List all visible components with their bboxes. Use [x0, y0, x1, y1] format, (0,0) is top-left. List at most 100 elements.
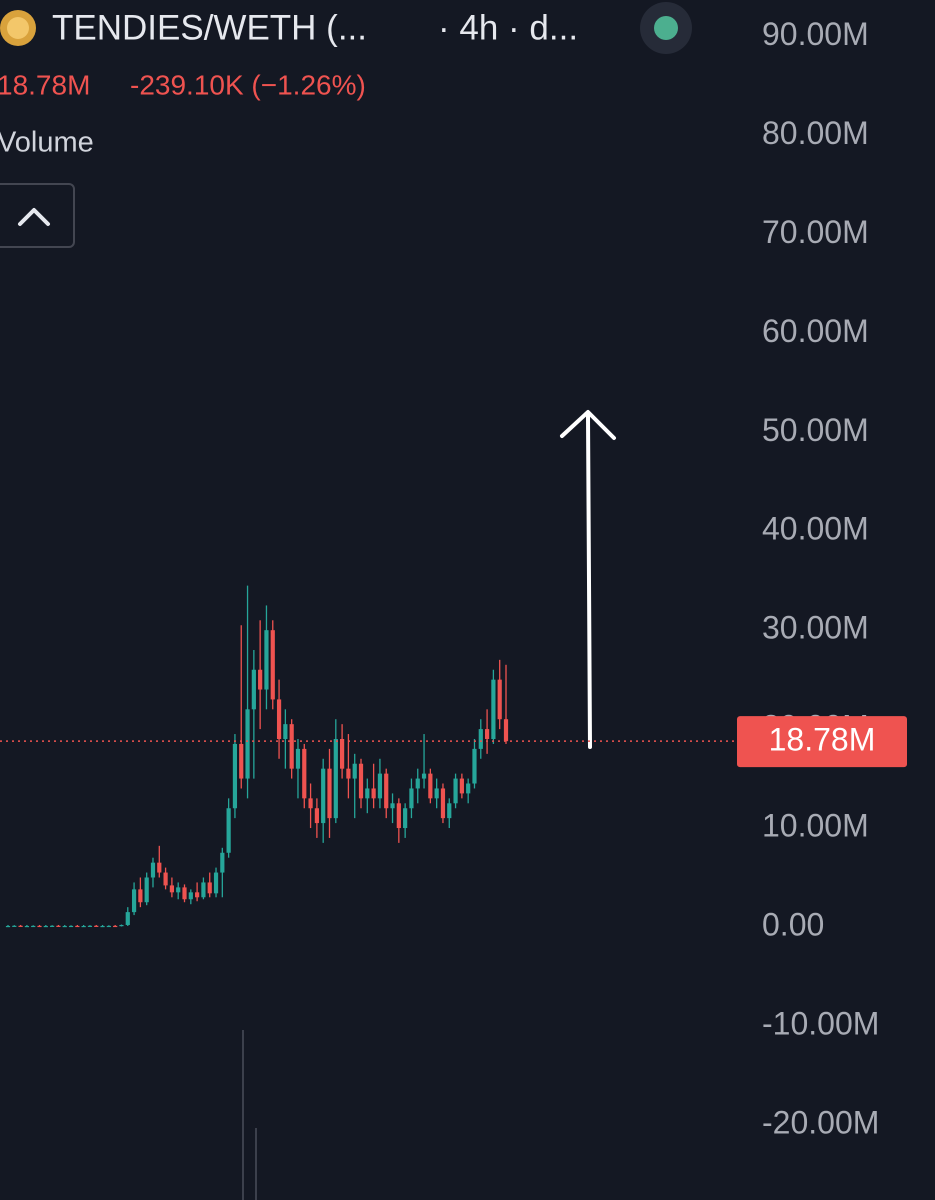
- candle-body: [384, 773, 389, 809]
- candle-body: [258, 669, 263, 690]
- candle-body: [106, 925, 111, 928]
- y-tick-label: 60.00M: [762, 313, 869, 349]
- y-tick-label: 0.00: [762, 906, 824, 942]
- y-tick-label: -10.00M: [762, 1005, 879, 1041]
- last-price-badge-label: 18.78M: [769, 722, 876, 758]
- y-tick-label: 50.00M: [762, 412, 869, 448]
- symbol-title: TENDIES/WETH (...: [52, 8, 367, 47]
- arrow-shaft: [586, 414, 592, 749]
- candle-body: [497, 679, 502, 720]
- candle-body: [434, 788, 439, 799]
- candle-body: [340, 738, 345, 769]
- candle-body: [245, 709, 250, 779]
- status-dot: [654, 16, 678, 40]
- candle-body: [390, 803, 395, 809]
- candle-body: [220, 852, 225, 873]
- candle-body: [459, 778, 464, 794]
- candle-body: [56, 925, 61, 927]
- candle-body: [377, 773, 383, 799]
- last-price-header: 18.78M: [0, 69, 90, 100]
- candle-body: [87, 925, 93, 927]
- candle-body: [31, 925, 36, 928]
- candle-body: [163, 872, 168, 886]
- candle-body: [207, 882, 212, 894]
- interval: · 4h · d...: [438, 8, 578, 47]
- candle-body: [453, 778, 458, 804]
- candle-body: [283, 724, 288, 739]
- candle-body: [239, 743, 244, 779]
- candle-body: [428, 773, 433, 799]
- candle-body: [276, 699, 282, 739]
- candle-body: [195, 892, 200, 898]
- candle-body: [403, 808, 408, 829]
- candle-body: [188, 892, 193, 900]
- candle-body: [478, 729, 483, 749]
- candle-body: [113, 925, 118, 928]
- candle-body: [264, 630, 269, 690]
- price-change: -239.10K (−1.26%): [130, 69, 366, 100]
- candle-body: [37, 925, 42, 928]
- candle-body: [232, 743, 238, 809]
- candle-body: [176, 887, 181, 893]
- candle-body: [466, 783, 471, 794]
- candle-body: [182, 887, 187, 900]
- candle-body: [270, 630, 275, 700]
- candle-body: [396, 803, 401, 829]
- candle-body: [314, 808, 319, 824]
- candle-body: [226, 808, 231, 853]
- candle-body: [50, 925, 55, 927]
- candle-body: [503, 719, 509, 742]
- token-icon-inner: [7, 17, 29, 39]
- candle-body: [327, 768, 332, 819]
- candle-body: [421, 773, 427, 779]
- y-tick-label: 70.00M: [762, 214, 869, 250]
- candle-body: [213, 872, 219, 894]
- candle-body: [131, 889, 137, 913]
- candle-body: [289, 724, 294, 769]
- y-tick-label: -20.00M: [762, 1104, 879, 1140]
- candle-body: [201, 882, 206, 898]
- candle-body: [144, 877, 149, 903]
- candle-body: [333, 738, 338, 819]
- candle-body: [308, 798, 313, 809]
- candle-body: [321, 768, 326, 824]
- candle-body: [12, 925, 17, 927]
- candle-body: [346, 768, 351, 779]
- candle-body: [484, 729, 490, 739]
- candle-body: [447, 803, 452, 819]
- candle-body: [157, 862, 162, 873]
- candle-body: [75, 925, 80, 928]
- chevron-up: [18, 208, 50, 226]
- candle-body: [295, 748, 301, 769]
- indicator-label: Volume: [0, 127, 94, 159]
- candle-body: [302, 748, 307, 799]
- candle-body: [169, 885, 174, 893]
- y-tick-label: 40.00M: [762, 511, 869, 547]
- candle-body: [119, 924, 124, 927]
- y-tick-label: 90.00M: [762, 16, 869, 52]
- candle-body: [365, 788, 370, 799]
- candle-body: [68, 925, 74, 928]
- candle-body: [43, 925, 48, 928]
- candle-body: [371, 788, 376, 799]
- candle-body: [94, 925, 99, 927]
- candle-body: [138, 889, 143, 903]
- candle-body: [81, 925, 86, 928]
- candle-body: [358, 763, 364, 799]
- candle-body: [440, 788, 446, 819]
- candle-body: [18, 925, 23, 927]
- candle-body: [5, 925, 11, 928]
- candle-body: [100, 925, 105, 928]
- y-tick-label: 10.00M: [762, 807, 869, 843]
- candle-body: [150, 862, 156, 878]
- plot: [5, 585, 509, 928]
- last-price-badge: [737, 716, 907, 768]
- candle-body: [415, 778, 420, 789]
- y-tick-label: 80.00M: [762, 115, 869, 151]
- candle-body: [125, 912, 130, 925]
- y-tick-label: 30.00M: [762, 610, 869, 646]
- candle-body: [251, 669, 256, 710]
- candle-body: [409, 788, 414, 809]
